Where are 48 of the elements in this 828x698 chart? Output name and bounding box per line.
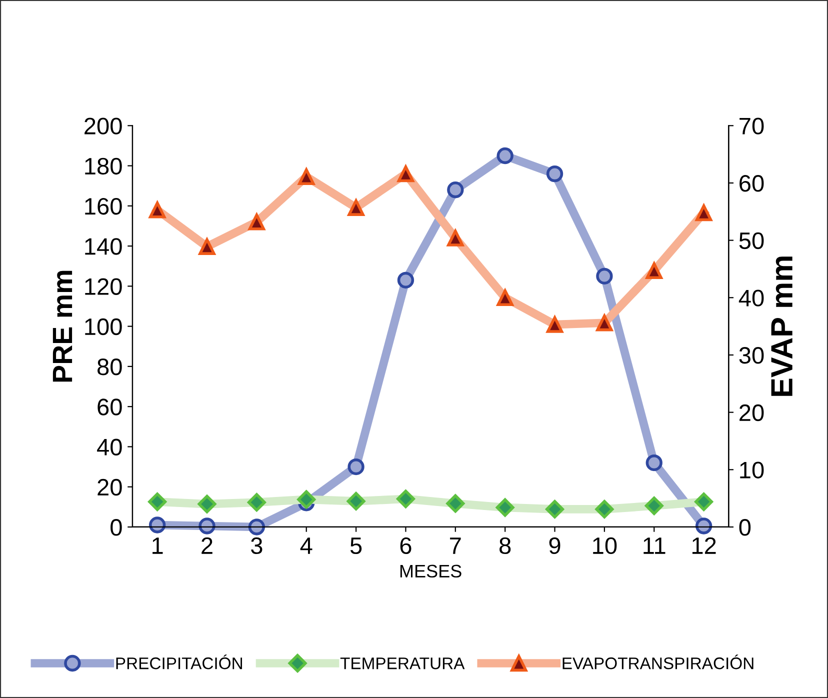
y2-tick-label: 60 — [740, 175, 764, 192]
point — [546, 165, 564, 182]
point — [596, 268, 613, 284]
x-axis-title: MESES — [400, 564, 462, 578]
y-tick-label: 80 — [98, 358, 122, 376]
y-tick-label: 180 — [85, 158, 122, 175]
legend-label: EVAPOTRANSPIRACIÓN — [562, 654, 754, 670]
y2-tick-label: 50 — [739, 232, 764, 250]
y2-tick-label: 0 — [739, 519, 751, 536]
y2-tick-label: 40 — [738, 290, 764, 306]
x-tick-label: 2 — [202, 537, 212, 554]
x-tick-label: 7 — [450, 538, 461, 554]
point — [198, 518, 216, 534]
x-tick-label: 5 — [350, 538, 362, 554]
legend-label: TEMPERATURA — [340, 658, 465, 670]
y2-tick-label: 30 — [739, 347, 764, 364]
y2-axis-title: EVAP mm — [771, 256, 792, 396]
x-tick-label: 11 — [644, 538, 666, 554]
y2-tick-label: 20 — [740, 404, 764, 422]
x-tick-label: 12 — [692, 537, 716, 554]
point — [496, 147, 514, 164]
y-tick-label: 200 — [84, 118, 122, 134]
point — [397, 272, 414, 288]
y-tick-label: 20 — [98, 478, 122, 496]
x-tick-label: 4 — [300, 538, 312, 554]
point — [248, 518, 266, 536]
y-tick-label: 120 — [85, 278, 122, 295]
y-tick-label: 160 — [85, 198, 122, 215]
x-tick-label: 10 — [593, 537, 617, 554]
x-tick-label: 8 — [500, 537, 511, 554]
point — [348, 458, 364, 476]
point — [148, 516, 166, 534]
point — [646, 454, 662, 472]
point — [447, 182, 464, 198]
legend-label: PRECIPITACIÓN — [116, 654, 242, 670]
y-tick-label: 40 — [97, 438, 122, 456]
x-tick-label: 9 — [549, 537, 560, 554]
y-tick-label: 0 — [110, 519, 122, 536]
y2-tick-label: 70 — [740, 118, 764, 134]
point — [695, 518, 712, 534]
y-axis-title: PRE mm — [52, 270, 72, 382]
y-tick-label: 100 — [85, 318, 122, 336]
y-tick-label: 60 — [98, 398, 122, 416]
x-tick-label: 1 — [152, 538, 163, 554]
y-tick-label: 140 — [85, 238, 122, 255]
x-tick-label: 6 — [400, 537, 412, 554]
x-tick-label: 3 — [251, 537, 262, 554]
y2-tick-label: 10 — [740, 462, 764, 478]
